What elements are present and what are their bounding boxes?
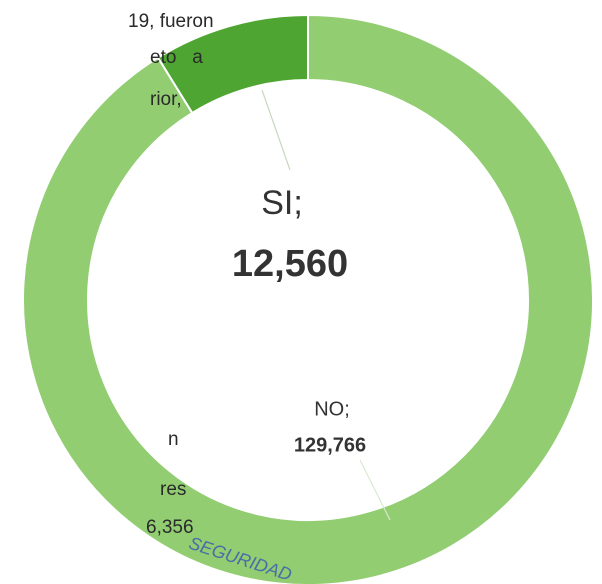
text-fragment: n — [168, 429, 179, 450]
value-label: 129,766 — [294, 434, 366, 456]
leader-line — [261, 89, 291, 171]
leader-line — [359, 459, 391, 521]
text-fragment: 6,356 — [146, 517, 194, 538]
value-label: 12,560 — [232, 243, 348, 285]
donut — [22, 13, 594, 584]
text-fragment: rior, — [150, 89, 182, 110]
donut-slice — [22, 13, 594, 584]
text-fragment: res — [160, 479, 186, 500]
text-fragment: 19, fueron — [128, 11, 214, 32]
slice-label: NO; — [314, 398, 350, 420]
text-fragment: eto a — [150, 47, 203, 68]
slice-label: SI; — [261, 184, 303, 222]
